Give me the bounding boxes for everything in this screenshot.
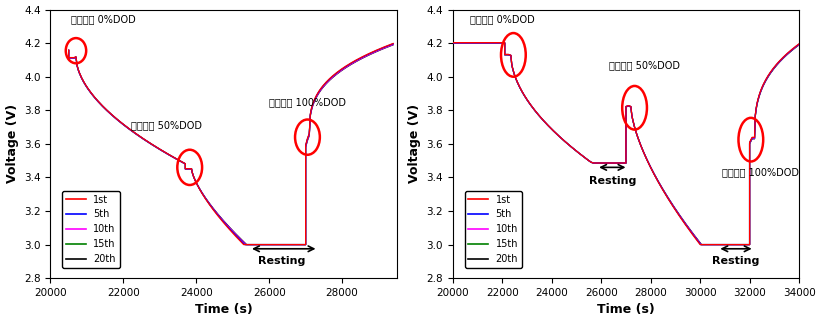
Text: 임피던스 0%DOD: 임피던스 0%DOD [71,15,135,25]
Text: 임피던스 50%DOD: 임피던스 50%DOD [131,120,202,130]
Text: 임피던스 100%DOD: 임피던스 100%DOD [722,167,800,177]
Text: Resting: Resting [713,255,759,266]
X-axis label: Time (s): Time (s) [195,303,253,317]
Text: 임피던스 50%DOD: 임피던스 50%DOD [608,60,680,70]
Legend: 1st, 5th, 10th, 15th, 20th: 1st, 5th, 10th, 15th, 20th [62,191,120,268]
Text: Resting: Resting [259,255,305,266]
Text: 임피던스 100%DOD: 임피던스 100%DOD [269,97,346,107]
Y-axis label: Voltage (V): Voltage (V) [408,104,421,184]
Text: 임피던스 0%DOD: 임피던스 0%DOD [470,15,534,25]
Text: Resting: Resting [589,176,636,186]
Legend: 1st, 5th, 10th, 15th, 20th: 1st, 5th, 10th, 15th, 20th [465,191,522,268]
Y-axis label: Voltage (V): Voltage (V) [6,104,19,184]
X-axis label: Time (s): Time (s) [597,303,655,317]
